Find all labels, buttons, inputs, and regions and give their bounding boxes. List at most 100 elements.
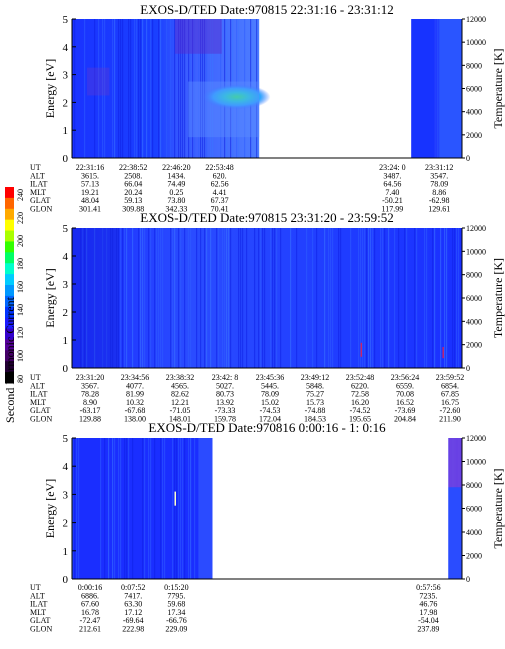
- data-streak: [200, 19, 202, 158]
- data-streak: [122, 19, 124, 158]
- table-cell: 22:38:52: [119, 163, 147, 172]
- colorbar-swatch: [5, 285, 14, 297]
- table-cell: 237.89: [417, 625, 439, 634]
- data-feature: [86, 67, 110, 96]
- table-row-label: UT: [30, 373, 41, 382]
- table-cell: 23:38:32: [166, 373, 194, 382]
- colorbar-swatch: [5, 328, 14, 340]
- table-cell: -71.05: [170, 406, 191, 415]
- data-streak: [188, 228, 190, 368]
- data-streak: [324, 228, 326, 368]
- y2-tick-label: 2000: [466, 131, 482, 140]
- y-tick-label: 4: [63, 42, 69, 54]
- data-streak: [154, 438, 156, 579]
- data-streak: [240, 228, 242, 368]
- table-cell: 72.58: [351, 390, 369, 399]
- table-cell: 309.88: [122, 205, 144, 214]
- data-streak: [426, 228, 428, 368]
- y2-tick-label: 2000: [466, 552, 482, 561]
- table-cell: -72.47: [80, 616, 101, 625]
- y2-axis-label: Temperature [K]: [491, 48, 505, 128]
- data-streak: [148, 438, 150, 579]
- table-cell: 19.21: [81, 188, 99, 197]
- table-row-label: UT: [30, 163, 41, 172]
- data-streak: [148, 228, 150, 368]
- table-cell: -73.33: [215, 406, 236, 415]
- data-streak: [446, 228, 448, 368]
- y2-tick-label: 8000: [466, 481, 482, 490]
- data-streak: [416, 228, 418, 368]
- table-cell: 10.32: [126, 398, 144, 407]
- data-streak: [128, 19, 130, 158]
- data-streak: [174, 228, 176, 368]
- data-streak: [142, 228, 144, 368]
- data-streak: [328, 228, 330, 368]
- data-streak: [138, 19, 140, 158]
- colorbar-swatch: [5, 339, 14, 351]
- table-cell: 80.73: [216, 390, 234, 399]
- data-streak: [228, 228, 230, 368]
- colorbar-swatch: [5, 306, 14, 319]
- data-streak: [130, 19, 132, 158]
- data-streak: [120, 19, 122, 158]
- data-streak: [330, 228, 332, 368]
- table-cell: 22:31:16: [76, 163, 104, 172]
- table-cell: 0:07:52: [121, 583, 145, 592]
- data-feature: [448, 487, 462, 579]
- data-streak: [456, 228, 458, 368]
- table-cell: 62.56: [211, 180, 229, 189]
- y-axis-label: Energy [eV]: [43, 59, 57, 118]
- data-streak: [350, 228, 352, 368]
- y2-tick-label: 0: [466, 575, 470, 584]
- table-cell: 0:57:56: [416, 583, 440, 592]
- data-feature: [72, 228, 119, 368]
- table-row-label: UT: [30, 583, 41, 592]
- y-tick-label: 2: [63, 97, 69, 109]
- data-streak: [280, 228, 282, 368]
- y2-tick-label: 0: [466, 364, 470, 373]
- table-cell: 7235.: [419, 591, 437, 600]
- table-cell: -74.88: [305, 406, 326, 415]
- data-streak: [140, 19, 142, 158]
- table-cell: 81.99: [126, 390, 144, 399]
- table-cell: -73.69: [395, 406, 416, 415]
- table-cell: 46.76: [419, 600, 437, 609]
- data-streak: [154, 228, 156, 368]
- data-streak: [146, 19, 148, 158]
- y2-tick-label: 6000: [466, 505, 482, 514]
- table-cell: -69.64: [123, 616, 144, 625]
- data-streak: [306, 228, 308, 368]
- table-cell: 23:45:36: [256, 373, 284, 382]
- data-streak: [364, 228, 366, 368]
- table-cell: 23:31:20: [76, 373, 104, 382]
- data-streak: [316, 228, 318, 368]
- y2-tick-label: 12000: [466, 15, 486, 24]
- table-cell: 20.24: [124, 188, 142, 197]
- table-row-label: ALT: [30, 591, 45, 600]
- table-cell: 22:46:20: [162, 163, 190, 172]
- table-cell: 3567.: [81, 381, 99, 390]
- data-streak: [434, 228, 436, 368]
- data-streak: [112, 438, 114, 579]
- data-streak: [118, 438, 120, 579]
- data-streak: [196, 228, 198, 368]
- data-streak: [150, 228, 152, 368]
- table-cell: 6559.: [396, 381, 414, 390]
- data-streak: [242, 228, 244, 368]
- colorbar-swatch: [5, 263, 14, 275]
- data-streak: [166, 19, 168, 158]
- data-streak: [94, 19, 96, 158]
- data-streak: [112, 19, 114, 158]
- data-streak: [370, 228, 372, 368]
- table-cell: 4077.: [126, 381, 144, 390]
- table-cell: 6854.: [441, 381, 459, 390]
- data-streak: [108, 438, 110, 579]
- table-row-label: ILAT: [30, 390, 47, 399]
- y2-tick-label: 4000: [466, 317, 482, 326]
- data-streak: [222, 228, 224, 368]
- spectrogram-data: [72, 228, 462, 368]
- y-tick-label: 2: [63, 307, 69, 319]
- y-tick-label: 1: [63, 125, 69, 137]
- data-streak: [134, 19, 136, 158]
